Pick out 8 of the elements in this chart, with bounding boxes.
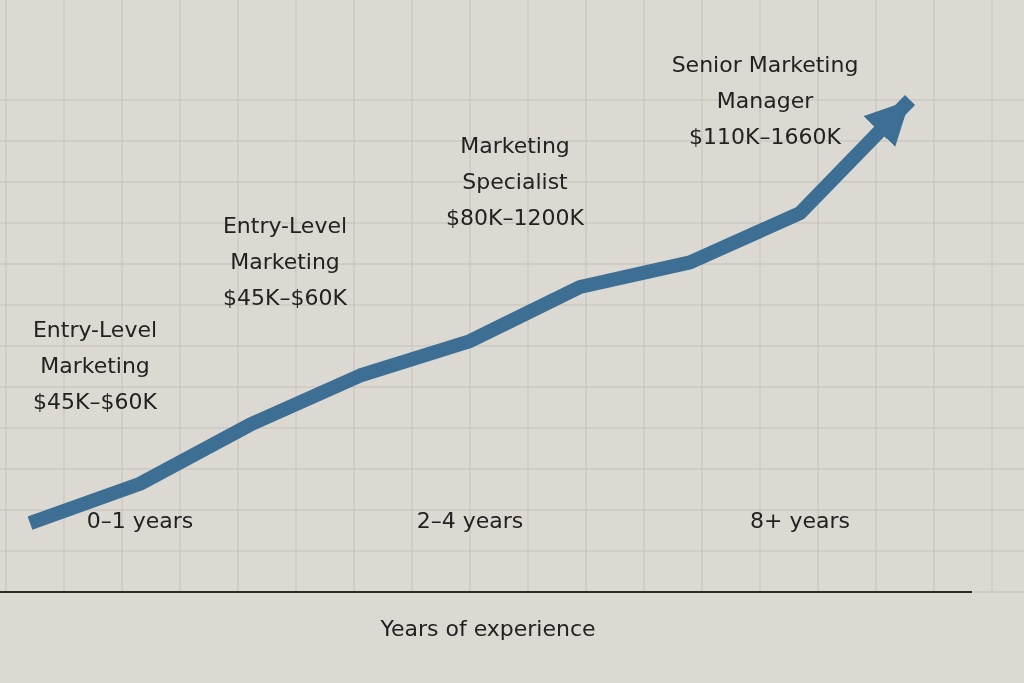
annotation: Entry-Level Marketing $45K–$60K <box>222 213 348 310</box>
annotation: Senior Marketing Manager $110K–1660K <box>671 52 859 149</box>
x-tick-label: 2–4 years <box>416 508 524 533</box>
annotation: Marketing Specialist $80K–1200K <box>446 133 585 230</box>
annotation: Entry-Level Marketing $45K–$60K <box>32 317 158 414</box>
x-tick-label: 8+ years <box>750 508 850 533</box>
x-axis-title: Years of experience <box>379 616 596 641</box>
x-tick-label: 0–1 years <box>86 508 194 533</box>
